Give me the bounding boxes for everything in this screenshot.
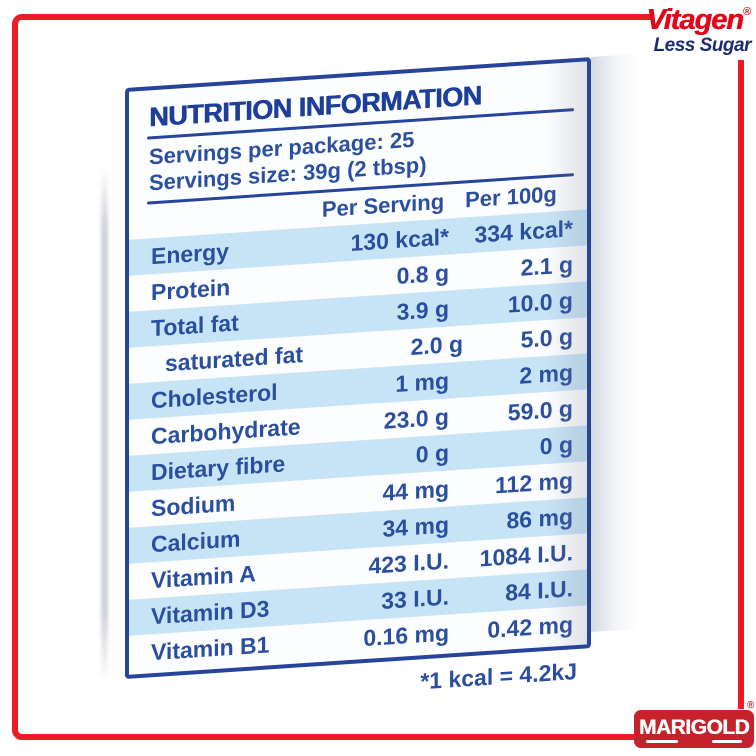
row-per-100g-value: 0 g: [539, 430, 573, 459]
column-header-per-serving: Per Serving: [321, 188, 445, 222]
row-per-100g-value: 2 mg: [519, 358, 573, 389]
marigold-underline-right: [712, 740, 742, 743]
marigold-underline-left: [646, 740, 678, 743]
row-per-serving-value: 33 I.U.: [381, 582, 449, 614]
row-per-serving-value: 130 kcal*: [350, 222, 449, 256]
row-per-100g-value: 2.1 g: [520, 250, 573, 281]
column-header-label: [151, 210, 317, 221]
nutrition-panel: NUTRITION INFORMATION Servings per packa…: [125, 57, 591, 679]
row-per-100g-value: 0.42 mg: [487, 610, 573, 643]
vitagen-text: Vitagen: [646, 4, 744, 36]
nutrition-table: Energy 130 kcal* 334 kcal* Protein 0.8 g…: [129, 209, 587, 674]
vitagen-logo: Vitagen® Less Sugar: [646, 5, 751, 56]
row-per-100g-value: 10.0 g: [507, 286, 573, 318]
registered-trademark-icon: ®: [742, 6, 751, 18]
row-per-100g-value: 86 mg: [506, 502, 573, 534]
row-per-serving-value: 44 mg: [382, 474, 449, 506]
row-per-100g-value: 59.0 g: [507, 394, 573, 426]
column-header-per-100g: Per 100g: [465, 181, 557, 213]
marigold-wordmark: MARIGOLD: [638, 715, 750, 739]
row-per-serving-value: 0.8 g: [396, 258, 449, 289]
row-per-serving-value: 3.9 g: [396, 294, 449, 325]
red-border-frame: [12, 14, 744, 740]
row-per-serving-value: 0.16 mg: [363, 618, 449, 651]
row-per-serving-value: 0 g: [415, 438, 449, 468]
label-photo-area: NUTRITION INFORMATION Servings per packa…: [125, 53, 639, 715]
row-label: Vitamin B1: [151, 630, 270, 665]
row-per-100g-value: 1084 I.U.: [479, 538, 573, 571]
row-per-serving-value: 423 I.U.: [368, 546, 449, 579]
row-per-serving-value: 34 mg: [382, 510, 449, 542]
bottle-left-edge: [101, 168, 108, 683]
frame-gap-top: [652, 0, 756, 60]
less-sugar-tagline: Less Sugar: [653, 35, 752, 57]
marigold-registered-trademark-icon: ®: [747, 700, 755, 711]
bottle-right-shade: [591, 53, 639, 633]
row-per-100g-value: 112 mg: [495, 466, 573, 498]
row-per-100g-value: 334 kcal*: [474, 214, 573, 248]
row-per-100g-value: 84 I.U.: [505, 574, 573, 606]
vitagen-wordmark: Vitagen®: [646, 5, 751, 35]
row-per-serving-value: 1 mg: [395, 366, 449, 397]
row-per-100g-value: 5.0 g: [520, 322, 573, 353]
row-per-serving-value: 23.0 g: [383, 402, 449, 434]
marigold-logo: MARIGOLD: [634, 710, 754, 748]
row-per-serving-value: 2.0 g: [410, 330, 463, 360]
